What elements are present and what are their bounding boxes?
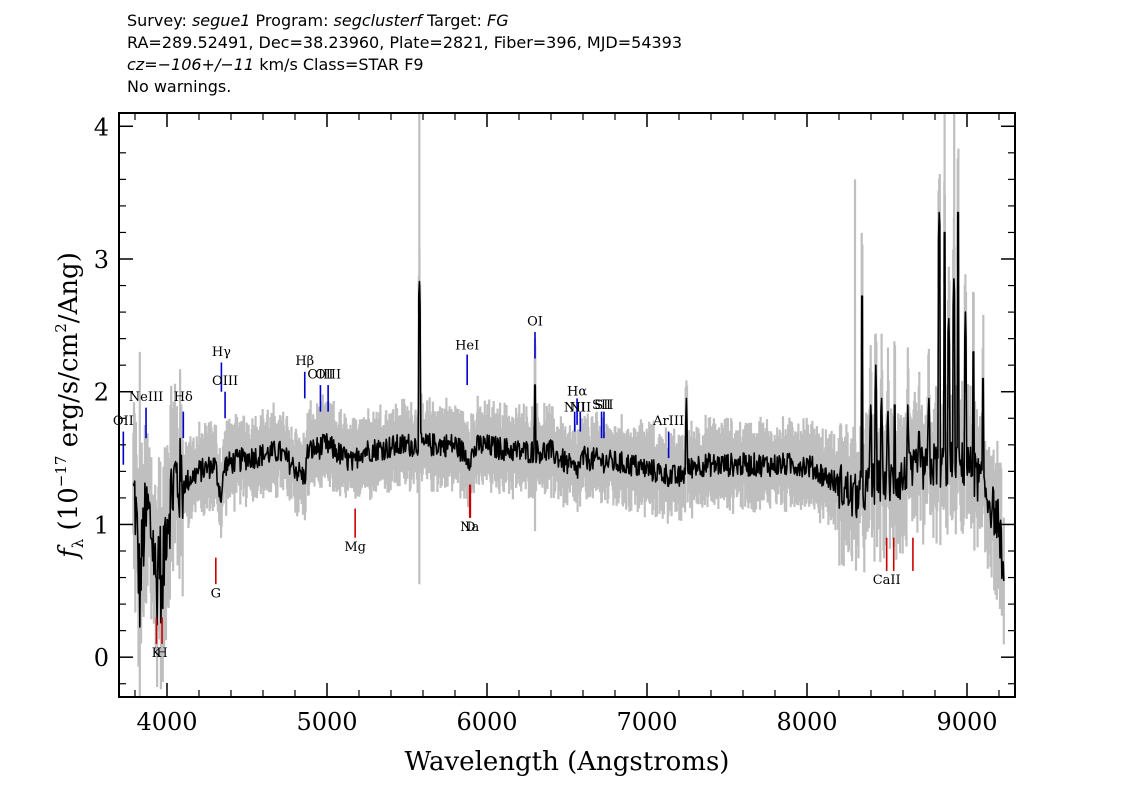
emission-line-label: Hβ bbox=[295, 354, 314, 369]
header-coords-line: RA=289.52491, Dec=38.23960, Plate=2821, … bbox=[127, 33, 683, 52]
absorption-line-label: CaII bbox=[873, 573, 901, 588]
emission-line-label: Hα bbox=[567, 385, 587, 400]
y-axis-title-squared: 2 bbox=[52, 323, 70, 333]
emission-line-label: ArIII bbox=[652, 414, 684, 429]
plot-frame bbox=[118, 112, 1016, 698]
emission-line-label: OIII bbox=[307, 367, 333, 382]
emission-line-label: OII bbox=[113, 414, 134, 429]
absorption-line-label: K bbox=[152, 646, 162, 661]
x-axis-title: Wavelength (Angstroms) bbox=[405, 747, 730, 777]
header-program-value: segclusterf bbox=[333, 11, 422, 30]
emission-line-label: SII bbox=[592, 398, 611, 413]
axis-ticks-layer: 4000 5000 6000 7000 8000 9000 0 1 2 3 4 bbox=[94, 113, 1015, 736]
y-axis-title: fλ (10−17 erg/s/cm2/Ang) bbox=[52, 252, 87, 560]
header-redshift-line: cz=−106+/−11 km/s Class=STAR F9 bbox=[127, 54, 682, 76]
flux-layer bbox=[132, 211, 1005, 628]
y-tick-label: 4 bbox=[94, 113, 109, 141]
x-tick-label: 9000 bbox=[936, 708, 997, 736]
absorption-line-label: H bbox=[156, 646, 167, 661]
y-tick-label: 3 bbox=[94, 246, 109, 274]
x-tick-label: 7000 bbox=[616, 708, 677, 736]
header-survey-label: Survey: bbox=[127, 11, 192, 30]
header-target-value: FG bbox=[487, 11, 509, 30]
header-survey-line: Survey: segue1 Program: segclusterf Targ… bbox=[127, 10, 682, 32]
emission-line-label: NII bbox=[569, 401, 591, 416]
y-tick-label: 1 bbox=[94, 511, 109, 539]
emission-line-label: OIII bbox=[315, 367, 341, 382]
x-tick-label: 5000 bbox=[296, 708, 357, 736]
header-class-value: km/s Class=STAR F9 bbox=[254, 55, 424, 74]
x-tick-label: 8000 bbox=[776, 708, 837, 736]
y-axis-title-exponent: −17 bbox=[52, 456, 70, 488]
y-axis-title-lambda: λ bbox=[69, 538, 87, 548]
emission-line-label: OIII bbox=[212, 374, 238, 389]
absorption-line-label: Mg bbox=[344, 540, 366, 555]
y-axis-title-part-b: erg/s/cm bbox=[54, 333, 84, 456]
emission-line-label: Hδ bbox=[174, 390, 193, 405]
y-tick-label: 0 bbox=[94, 644, 109, 672]
header-survey-value: segue1 bbox=[191, 11, 251, 30]
absorption-line-label: Na bbox=[460, 520, 479, 535]
spectrum-header: Survey: segue1 Program: segclusterf Targ… bbox=[127, 10, 682, 98]
header-warnings-line: No warnings. bbox=[127, 77, 232, 96]
x-tick-label: 6000 bbox=[456, 708, 517, 736]
emission-line-label: Hγ bbox=[212, 345, 231, 360]
absorption-line-label: D bbox=[465, 520, 475, 535]
absorption-line-label: G bbox=[211, 586, 221, 601]
emission-line-label: HeI bbox=[455, 338, 479, 353]
y-tick-label: 2 bbox=[94, 379, 109, 407]
header-cz-value: cz=−106+/−11 bbox=[127, 55, 255, 74]
x-tick-label: 4000 bbox=[136, 708, 197, 736]
emission-line-label: NeIII bbox=[129, 390, 163, 405]
header-program-label: Program: bbox=[250, 11, 334, 30]
header-target-label: Target: bbox=[421, 11, 487, 30]
y-axis-title-part-c: /Ang) bbox=[54, 252, 84, 323]
y-axis-title-part-a: (10 bbox=[54, 487, 84, 539]
emission-line-label: OI bbox=[527, 314, 543, 329]
flux-series-line bbox=[132, 211, 1005, 628]
emission-line-label: SII bbox=[594, 398, 613, 413]
